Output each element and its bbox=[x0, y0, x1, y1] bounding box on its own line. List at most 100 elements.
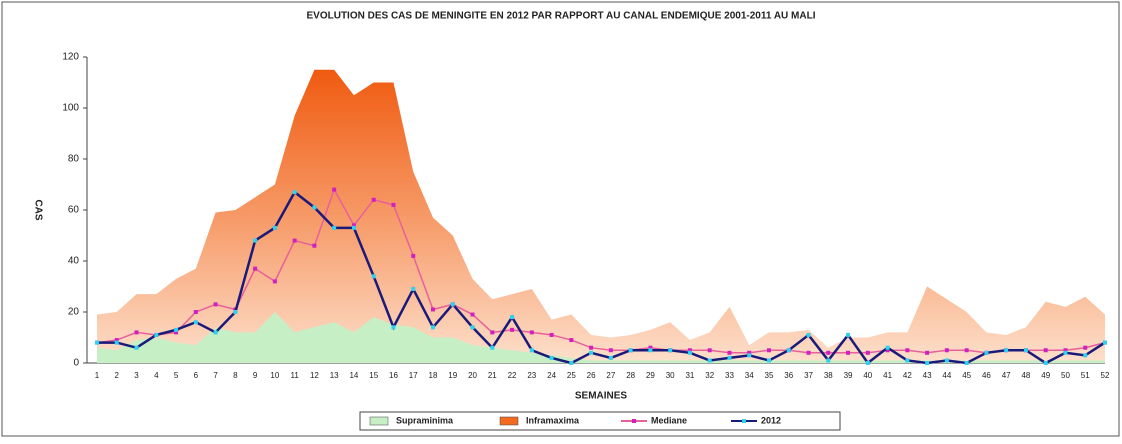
marker bbox=[470, 325, 475, 330]
legend-swatch bbox=[369, 416, 389, 426]
marker bbox=[134, 345, 139, 350]
marker bbox=[272, 279, 277, 284]
marker bbox=[391, 202, 396, 207]
marker bbox=[549, 355, 554, 360]
x-tick-label: 23 bbox=[527, 371, 536, 380]
x-tick-label: 45 bbox=[962, 371, 971, 380]
x-tick-label: 14 bbox=[349, 371, 358, 380]
x-tick-label: 6 bbox=[194, 371, 199, 380]
area bbox=[97, 69, 1105, 363]
marker bbox=[806, 350, 811, 355]
marker bbox=[114, 338, 119, 343]
marker bbox=[925, 350, 930, 355]
marker bbox=[885, 348, 890, 353]
x-tick-label: 37 bbox=[804, 371, 813, 380]
marker bbox=[431, 325, 435, 330]
marker bbox=[747, 350, 752, 355]
marker bbox=[786, 348, 791, 353]
marker bbox=[1063, 348, 1068, 353]
x-tick-label: 47 bbox=[1002, 371, 1011, 380]
marker bbox=[391, 325, 396, 330]
marker bbox=[1103, 340, 1107, 345]
x-tick-label: 36 bbox=[784, 371, 793, 380]
marker bbox=[589, 345, 594, 350]
legend-label: 2012 bbox=[761, 415, 781, 425]
legend-label: Inframaxima bbox=[526, 415, 580, 425]
marker bbox=[767, 358, 771, 363]
x-tick-label: 24 bbox=[547, 371, 556, 380]
marker bbox=[411, 287, 416, 292]
marker bbox=[292, 190, 297, 195]
x-tick-label: 25 bbox=[567, 371, 576, 380]
marker bbox=[371, 274, 376, 279]
marker bbox=[233, 310, 238, 314]
marker bbox=[727, 350, 732, 355]
x-tick-label: 41 bbox=[883, 371, 892, 380]
marker bbox=[529, 348, 534, 353]
x-tick-label: 27 bbox=[606, 371, 615, 380]
x-tick-label: 30 bbox=[666, 371, 675, 380]
marker bbox=[1083, 345, 1088, 350]
marker bbox=[213, 330, 218, 335]
marker bbox=[687, 348, 692, 353]
marker bbox=[846, 350, 851, 355]
marker bbox=[95, 340, 99, 345]
marker bbox=[272, 225, 277, 230]
marker bbox=[292, 238, 297, 243]
area bbox=[97, 312, 1105, 363]
legend-swatch bbox=[499, 416, 519, 426]
x-tick-label: 28 bbox=[626, 371, 635, 380]
marker bbox=[905, 348, 910, 353]
marker bbox=[865, 361, 870, 365]
line bbox=[97, 190, 1106, 365]
marker bbox=[431, 307, 435, 312]
x-axis-label: SEMAINES bbox=[575, 391, 628, 402]
x-tick-label: 9 bbox=[253, 371, 258, 380]
x-tick-label: 31 bbox=[685, 371, 694, 380]
x-tick-label: 2 bbox=[115, 371, 120, 380]
x-tick-label: 49 bbox=[1041, 371, 1050, 380]
x-tick-label: 33 bbox=[725, 371, 734, 380]
legend-label: Mediane bbox=[651, 415, 687, 425]
x-tick-label: 15 bbox=[369, 371, 378, 380]
x-tick-label: 7 bbox=[213, 371, 218, 380]
x-tick-label: 20 bbox=[468, 371, 477, 380]
x-tick-label: 39 bbox=[844, 371, 853, 380]
marker bbox=[312, 243, 317, 248]
marker bbox=[529, 330, 534, 335]
y-tick-label: 120 bbox=[62, 52, 79, 63]
x-tick-label: 35 bbox=[765, 371, 774, 380]
x-tick-label: 50 bbox=[1061, 371, 1070, 380]
x-tick-label: 16 bbox=[389, 371, 398, 380]
marker bbox=[134, 330, 139, 335]
x-tick-label: 51 bbox=[1081, 371, 1090, 380]
y-tick-label: 60 bbox=[68, 205, 80, 216]
marker bbox=[767, 348, 771, 353]
marker bbox=[193, 310, 198, 314]
x-tick-label: 8 bbox=[233, 371, 238, 380]
x-tick-label: 12 bbox=[310, 371, 319, 380]
marker bbox=[608, 355, 613, 360]
marker bbox=[885, 345, 890, 350]
x-tick-label: 18 bbox=[429, 371, 438, 380]
y-axis-label: CAS bbox=[32, 199, 43, 220]
chart-border bbox=[1, 1, 1120, 437]
marker bbox=[569, 361, 574, 365]
marker bbox=[608, 348, 613, 353]
legend-box bbox=[359, 411, 841, 431]
marker bbox=[984, 350, 989, 355]
marker bbox=[589, 350, 594, 355]
x-tick-label: 48 bbox=[1021, 371, 1030, 380]
marker bbox=[628, 348, 633, 353]
x-tick-label: 17 bbox=[409, 371, 418, 380]
marker bbox=[174, 330, 179, 335]
marker bbox=[727, 355, 732, 360]
marker bbox=[490, 345, 495, 350]
x-tick-label: 32 bbox=[705, 371, 714, 380]
x-tick-label: 29 bbox=[646, 371, 655, 380]
marker bbox=[1063, 350, 1068, 355]
marker bbox=[1004, 348, 1009, 353]
marker bbox=[371, 197, 376, 202]
marker bbox=[846, 332, 851, 337]
x-tick-label: 11 bbox=[290, 371, 299, 380]
